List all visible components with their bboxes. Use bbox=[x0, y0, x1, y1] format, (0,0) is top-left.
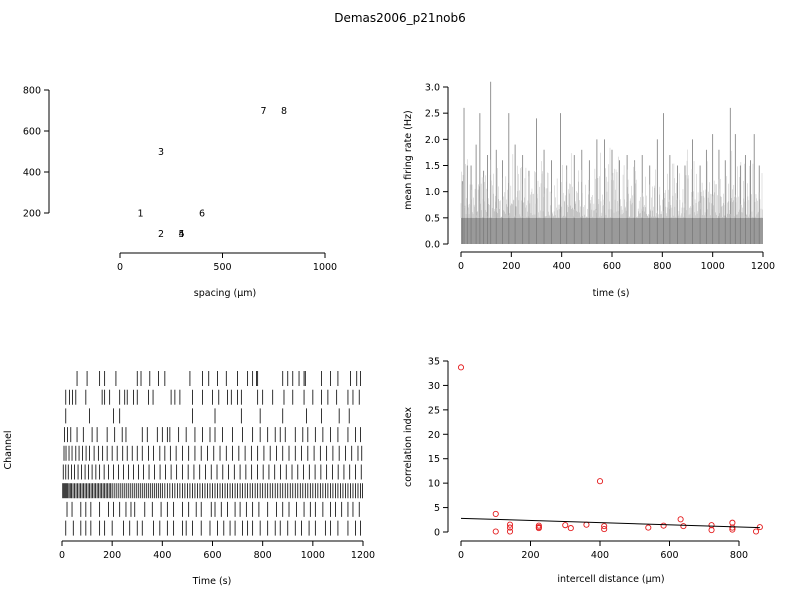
mean-firing-rate-y-tick-label: 1.0 bbox=[425, 187, 440, 198]
correlation-point bbox=[506, 528, 514, 535]
electrode-layout-y-tick-label: 600 bbox=[23, 127, 41, 138]
electrode-label: 6 bbox=[199, 209, 205, 220]
mean-firing-rate-x-tick-label: 0 bbox=[458, 261, 464, 272]
correlation-point bbox=[729, 519, 736, 526]
correlation-point bbox=[506, 521, 514, 528]
correlation-point bbox=[567, 525, 574, 532]
electrode-label: 1 bbox=[137, 209, 143, 220]
electrode-label: 7 bbox=[260, 106, 266, 117]
correlation-point bbox=[583, 521, 590, 528]
spike-raster-y-label: Channel bbox=[3, 430, 14, 469]
raster-channel-1 bbox=[76, 371, 361, 386]
correlation-index-y-tick-label: 30 bbox=[428, 381, 440, 392]
correlation-point bbox=[492, 528, 499, 535]
correlation-point bbox=[680, 523, 687, 530]
spike-raster-x-tick-label: 1200 bbox=[351, 550, 375, 561]
electrode-layout-y-tick-label: 400 bbox=[23, 168, 41, 179]
raster-channel-4 bbox=[64, 427, 361, 443]
correlation-point bbox=[752, 528, 760, 535]
correlation-index-y-tick-label: 20 bbox=[428, 430, 440, 441]
electrode-label: 5 bbox=[178, 229, 184, 240]
correlation-index-y-tick-label: 5 bbox=[434, 503, 440, 514]
electrode-label: 8 bbox=[281, 106, 287, 117]
correlation-index-y-tick-label: 10 bbox=[428, 479, 440, 490]
mean-firing-rate-y-tick-label: 1.5 bbox=[425, 161, 440, 172]
electrode-layout-x-label: spacing (µm) bbox=[194, 288, 256, 299]
spike-raster-x-tick-label: 200 bbox=[103, 550, 121, 561]
correlation-point bbox=[645, 524, 652, 531]
mean-firing-rate-y-label: mean firing rate (Hz) bbox=[403, 110, 414, 209]
spike-raster-panel: Time (s) Channel 0 200 400 600 800 1000 1200 bbox=[3, 371, 375, 587]
electrode-layout-x-tick-label: 0 bbox=[117, 262, 123, 273]
electrode-layout-x-tick-label: 500 bbox=[213, 262, 231, 273]
spike-raster-x-tick-label: 800 bbox=[254, 550, 272, 561]
correlation-index-x-tick-label: 400 bbox=[591, 550, 609, 561]
correlation-index-x-tick-label: 600 bbox=[660, 550, 678, 561]
mean-firing-rate-x-tick-label: 1200 bbox=[751, 261, 775, 272]
correlation-point bbox=[601, 523, 608, 530]
correlation-index-panel: intercell distance (µm) correlation inde… bbox=[403, 357, 763, 585]
electrode-label: 4 bbox=[178, 229, 184, 240]
correlation-index-y-label: correlation index bbox=[403, 407, 414, 487]
raster-channel-6 bbox=[62, 464, 362, 480]
mean-firing-rate-y-tick-label: 2.5 bbox=[425, 109, 440, 120]
spike-raster-x-tick-label: 600 bbox=[203, 550, 221, 561]
electrode-label: 3 bbox=[158, 147, 164, 158]
mean-firing-rate-panel: time (s) mean firing rate (Hz) 0 200 400 60… bbox=[403, 81, 775, 299]
correlation-point bbox=[562, 522, 569, 529]
correlation-point bbox=[729, 524, 736, 531]
electrode-layout-panel: spacing (µm) 0 500 1000 200 400 600 800 1 2 3 45 6 7… bbox=[23, 86, 337, 300]
correlation-index-y-tick-label: 35 bbox=[428, 357, 440, 368]
correlation-point bbox=[660, 522, 667, 529]
correlation-index-y-tick-label: 15 bbox=[428, 454, 440, 465]
correlation-index-x-label: intercell distance (µm) bbox=[557, 574, 664, 585]
spike-raster-x-tick-label: 1000 bbox=[301, 550, 325, 561]
mean-firing-rate-x-tick-label: 600 bbox=[603, 261, 621, 272]
mean-firing-rate-x-tick-label: 1000 bbox=[701, 261, 725, 272]
figure-title: Demas2006_p21nob6 bbox=[334, 11, 466, 25]
raster-channel-9 bbox=[65, 520, 361, 536]
mean-firing-rate-x-tick-label: 400 bbox=[553, 261, 571, 272]
correlation-index-y-tick-label: 0 bbox=[434, 528, 440, 539]
correlation-point bbox=[677, 516, 684, 523]
raster-channel-2 bbox=[65, 389, 360, 405]
spike-raster-x-tick-label: 400 bbox=[153, 550, 171, 561]
electrode-layout-y-tick-label: 200 bbox=[23, 209, 41, 220]
correlation-point bbox=[506, 524, 514, 531]
fit-line bbox=[460, 517, 760, 529]
electrode-layout-x-tick-label: 1000 bbox=[313, 262, 337, 273]
mean-firing-rate-y-tick-label: 2.0 bbox=[425, 135, 440, 146]
electrode-label: 2 bbox=[158, 229, 164, 240]
spike-raster-x-tick-label: 0 bbox=[59, 550, 65, 561]
correlation-point bbox=[596, 478, 604, 485]
mean-firing-rate-x-label: time (s) bbox=[593, 288, 630, 299]
correlation-point bbox=[535, 524, 542, 531]
mean-firing-rate-y-tick-label: 3.0 bbox=[425, 83, 440, 94]
correlation-point bbox=[708, 526, 715, 534]
spike-raster-x-label: Time (s) bbox=[192, 576, 232, 587]
electrode-layout-y-tick-label: 800 bbox=[23, 86, 41, 97]
raster-channel-5 bbox=[63, 445, 363, 461]
raster-channel-7 bbox=[62, 483, 363, 499]
correlation-index-y-tick-label: 25 bbox=[428, 405, 440, 416]
correlation-point bbox=[492, 510, 499, 517]
firing-rate-bars bbox=[460, 81, 763, 244]
mean-firing-rate-y-tick-label: 0.5 bbox=[425, 213, 440, 224]
correlation-index-x-tick-label: 200 bbox=[521, 550, 539, 561]
raster-channel-8 bbox=[66, 501, 360, 517]
correlation-point bbox=[708, 522, 715, 529]
correlation-index-x-tick-label: 800 bbox=[730, 550, 748, 561]
raster-channel-3 bbox=[65, 408, 350, 424]
mean-firing-rate-x-tick-label: 200 bbox=[502, 261, 520, 272]
correlation-point bbox=[457, 364, 465, 371]
correlation-index-x-tick-label: 0 bbox=[458, 550, 464, 561]
mean-firing-rate-y-tick-label: 0.0 bbox=[425, 240, 440, 251]
mean-firing-rate-x-tick-label: 800 bbox=[653, 261, 671, 272]
correlation-point bbox=[601, 526, 608, 533]
